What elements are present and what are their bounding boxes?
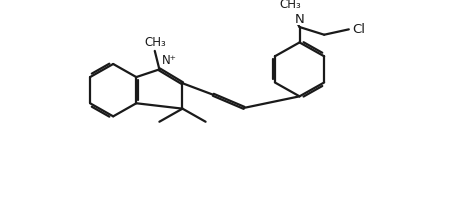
Text: CH₃: CH₃ <box>144 36 166 49</box>
Text: N: N <box>295 13 305 26</box>
Text: CH₃: CH₃ <box>279 0 301 11</box>
Text: Cl: Cl <box>352 23 365 36</box>
Text: N⁺: N⁺ <box>162 54 177 67</box>
